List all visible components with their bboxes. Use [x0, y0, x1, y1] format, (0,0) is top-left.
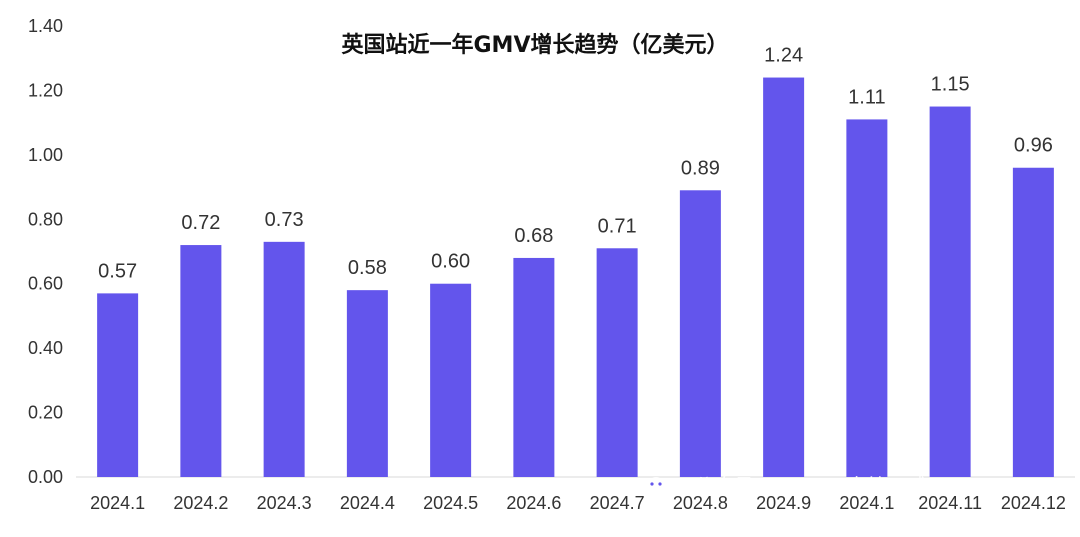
bar [679, 190, 721, 478]
bar [1012, 167, 1054, 477]
bar [929, 106, 971, 478]
plot-area: 0.00 0.20 0.40 0.60 0.80 1.00 1.20 1.40 0.57 2024… [28, 16, 1075, 513]
chart-title: 英国站近一年GMV增长趋势（亿美元） [342, 32, 729, 58]
data-label: 1.11 [848, 86, 885, 108]
x-tick-label: 2024.8 [673, 493, 728, 513]
x-tick-label: 2024.3 [257, 493, 312, 513]
data-label: 0.71 [598, 215, 637, 237]
y-tick-label: 0.60 [28, 274, 63, 294]
data-label: 0.96 [1014, 135, 1053, 157]
y-tick-label: 0.20 [28, 403, 63, 423]
bar [763, 77, 805, 478]
bar [97, 293, 139, 477]
wechat-icon [645, 477, 677, 500]
y-tick-label: 1.00 [28, 145, 63, 165]
bar [846, 119, 888, 478]
x-tick-label: 2024.7 [590, 493, 645, 513]
x-tick-label: 2024.1 [839, 493, 894, 513]
bar [513, 257, 555, 477]
data-label: 0.72 [181, 212, 220, 234]
x-tick-label: 2024.9 [756, 493, 811, 513]
x-tick-label: 2024.1 [90, 493, 145, 513]
data-label: 1.24 [764, 45, 803, 67]
data-label: 0.57 [98, 260, 137, 282]
bar [596, 248, 638, 477]
bar [346, 290, 388, 477]
data-label: 0.60 [431, 251, 470, 273]
watermark-text: 公众号 · TikClub点绘环球 [694, 474, 927, 498]
x-tick-label: 2024.11 [918, 493, 982, 513]
data-label: 0.58 [348, 257, 387, 279]
y-tick-label: 0.00 [28, 467, 63, 487]
x-tick-label: 2024.4 [340, 493, 395, 513]
y-tick-label: 0.40 [28, 338, 63, 358]
data-label: 0.68 [514, 225, 553, 247]
data-label: 1.15 [931, 74, 970, 96]
bar [430, 283, 472, 477]
x-tick-label: 2024.5 [423, 493, 478, 513]
x-tick-label: 2024.6 [506, 493, 561, 513]
data-label: 0.89 [681, 157, 720, 179]
x-tick-label: 2024.12 [1001, 493, 1066, 513]
x-tick-label: 2024.2 [173, 493, 228, 513]
watermark: 公众号 · TikClub点绘环球 [645, 474, 927, 500]
y-tick-label: 1.20 [28, 80, 63, 100]
bar [180, 245, 222, 477]
bar [263, 241, 305, 477]
y-tick-label: 1.40 [28, 16, 63, 36]
y-tick-label: 0.80 [28, 209, 63, 229]
data-label: 0.73 [265, 209, 304, 231]
